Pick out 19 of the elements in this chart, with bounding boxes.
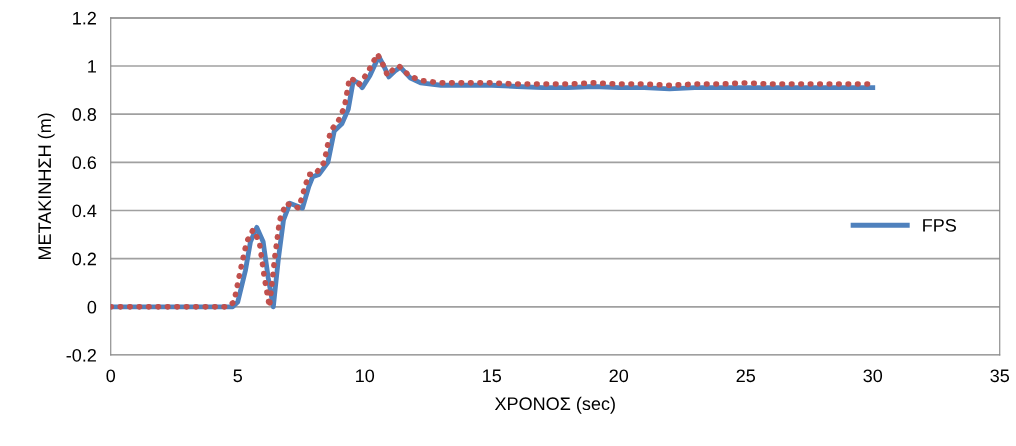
x-tick-label: 20 [609, 369, 629, 383]
x-axis-title: ΧΡΟΝΟΣ (sec) [494, 396, 615, 414]
x-tick-label: 25 [736, 369, 756, 383]
y-tick-label: 1.2 [73, 11, 96, 25]
y-tick-label: 0.2 [72, 252, 96, 266]
y-axis-title: ΜΕΤΑΚΙΝΗΣΗ (m) [37, 113, 55, 260]
x-tick-label: 5 [233, 369, 243, 383]
y-tick-label: 0 [87, 300, 97, 314]
legend-label: FPS [923, 218, 956, 232]
x-tick-label: 10 [356, 369, 375, 383]
x-tick-label: 15 [483, 369, 502, 383]
x-tick-label: 35 [990, 369, 1010, 383]
y-tick-label: 0.6 [72, 156, 97, 170]
x-tick-label: 30 [863, 369, 883, 383]
y-tick-label: -0.2 [66, 348, 96, 362]
y-tick-label: 0.4 [72, 204, 97, 218]
y-tick-label: 1 [88, 60, 96, 73]
y-tick-label: 0.8 [72, 108, 97, 121]
x-tick-label: 0 [106, 369, 116, 383]
